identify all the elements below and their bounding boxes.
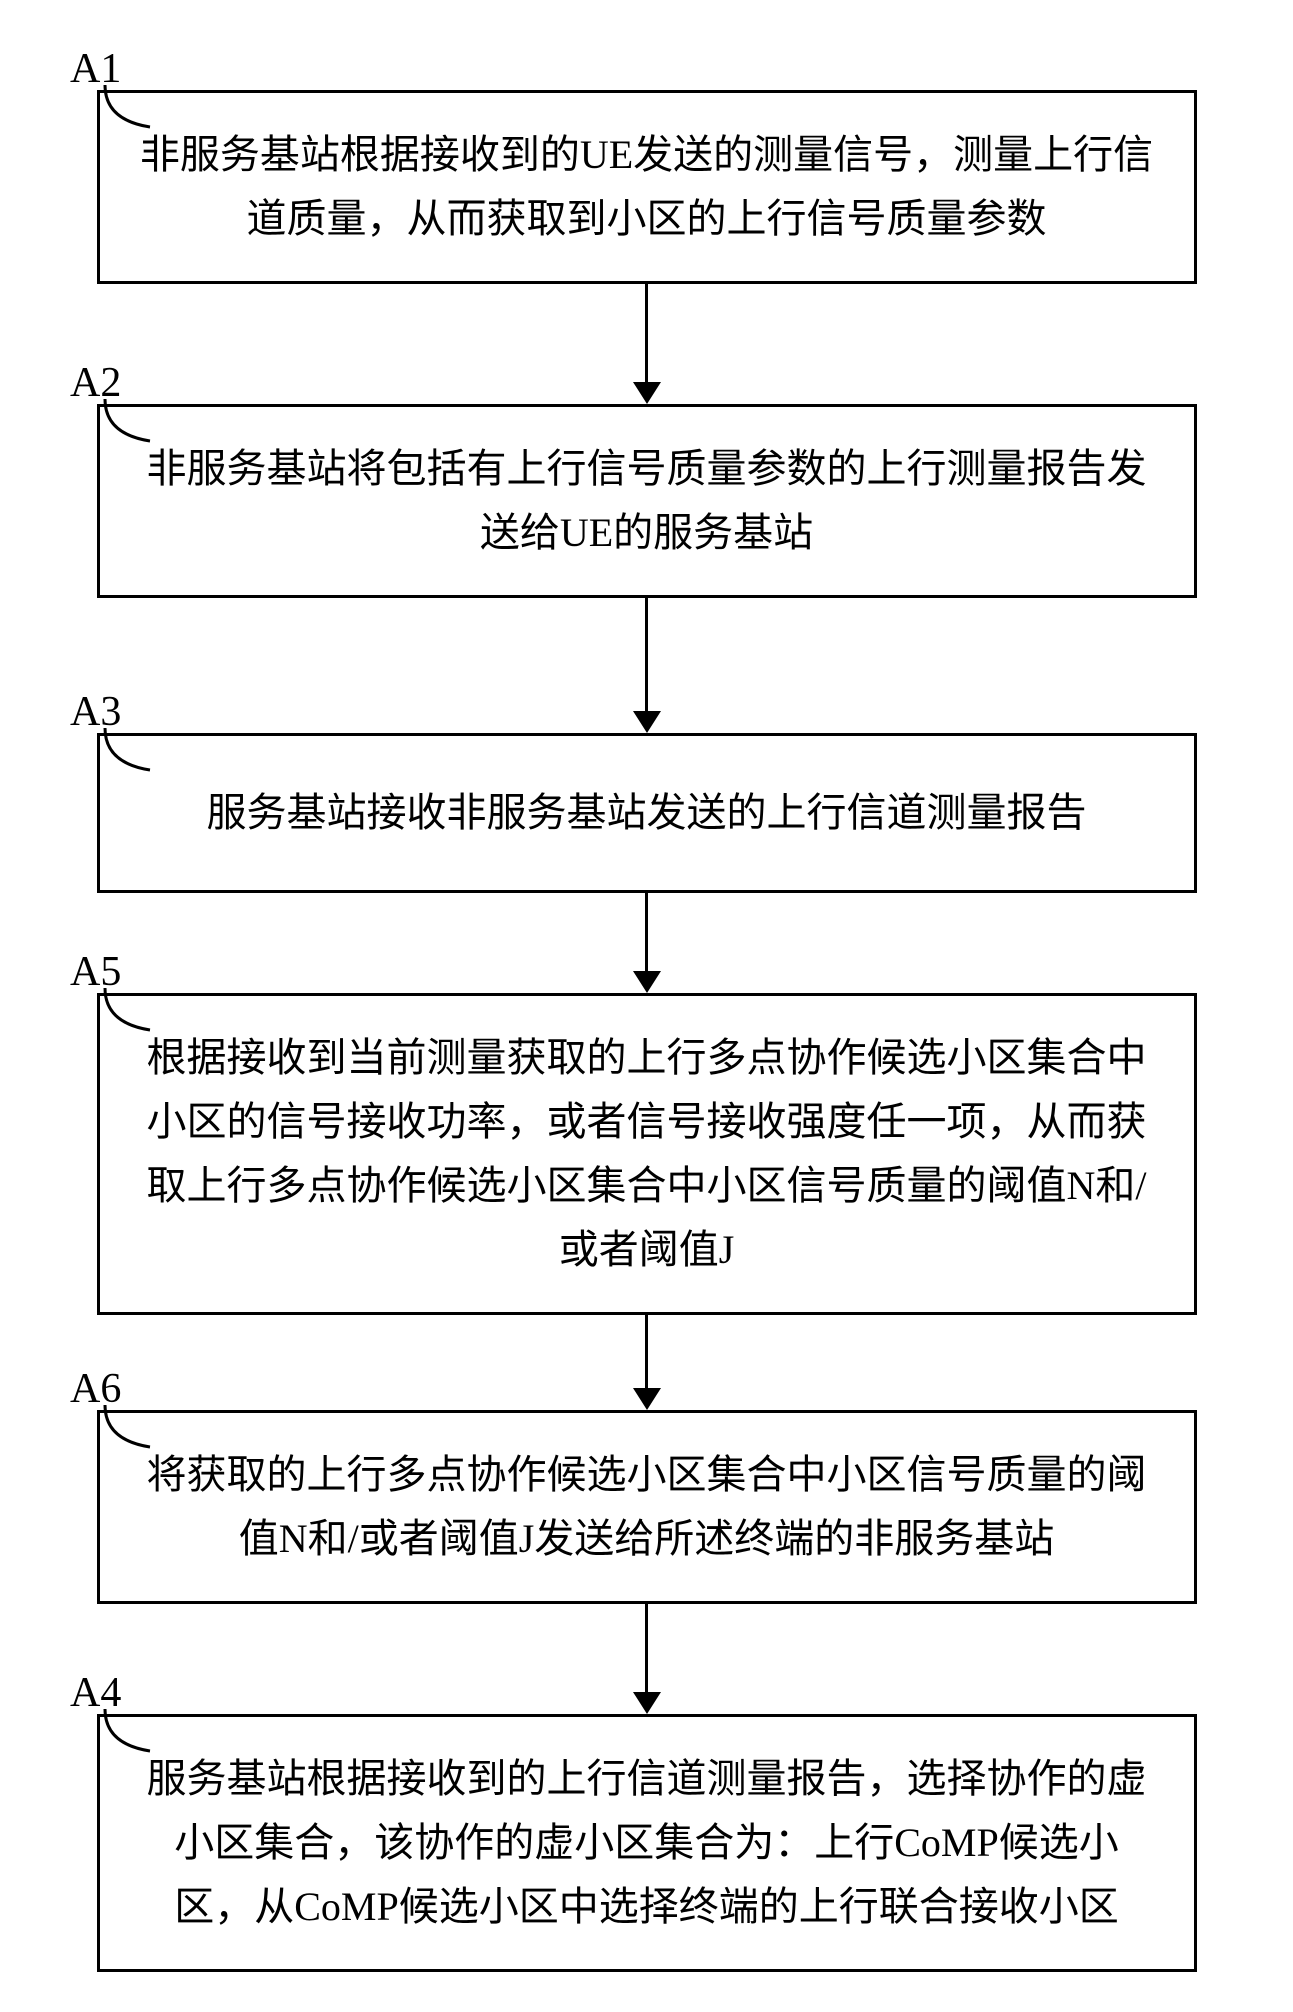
step-box: 非服务基站根据接收到的UE发送的测量信号，测量上行信道质量，从而获取到小区的上行… — [97, 90, 1197, 284]
step-a5: A5 根据接收到当前测量获取的上行多点协作候选小区集合中小区的信号接收功率，或者… — [50, 993, 1243, 1315]
step-a1: A1 非服务基站根据接收到的UE发送的测量信号，测量上行信道质量，从而获取到小区… — [50, 90, 1243, 284]
arrow-down-icon — [633, 1692, 661, 1714]
step-a6: A6 将获取的上行多点协作候选小区集合中小区信号质量的阈值N和/或者阈值J发送给… — [50, 1410, 1243, 1604]
flowchart-container: A1 非服务基站根据接收到的UE发送的测量信号，测量上行信道质量，从而获取到小区… — [50, 40, 1243, 1972]
step-box: 服务基站根据接收到的上行信道测量报告，选择协作的虚小区集合，该协作的虚小区集合为… — [97, 1714, 1197, 1972]
label-connector-icon — [85, 85, 185, 135]
step-box: 服务基站接收非服务基站发送的上行信道测量报告 — [97, 733, 1197, 893]
arrow-down-icon — [633, 971, 661, 993]
step-box: 根据接收到当前测量获取的上行多点协作候选小区集合中小区的信号接收功率，或者信号接… — [97, 993, 1197, 1315]
step-a4: A4 服务基站根据接收到的上行信道测量报告，选择协作的虚小区集合，该协作的虚小区… — [50, 1714, 1243, 1972]
label-connector-icon — [85, 399, 185, 449]
label-connector-icon — [85, 988, 185, 1038]
arrow-down-icon — [633, 711, 661, 733]
arrow — [633, 1315, 661, 1410]
step-a3: A3 服务基站接收非服务基站发送的上行信道测量报告 — [50, 733, 1243, 893]
label-connector-icon — [85, 728, 185, 778]
step-box: 将获取的上行多点协作候选小区集合中小区信号质量的阈值N和/或者阈值J发送给所述终… — [97, 1410, 1197, 1604]
arrow — [633, 893, 661, 993]
arrow-down-icon — [633, 382, 661, 404]
arrow — [633, 284, 661, 404]
label-connector-icon — [85, 1709, 185, 1759]
arrow — [633, 598, 661, 733]
arrow-down-icon — [633, 1388, 661, 1410]
arrow — [633, 1604, 661, 1714]
label-connector-icon — [85, 1405, 185, 1455]
step-box: 非服务基站将包括有上行信号质量参数的上行测量报告发送给UE的服务基站 — [97, 404, 1197, 598]
step-a2: A2 非服务基站将包括有上行信号质量参数的上行测量报告发送给UE的服务基站 — [50, 404, 1243, 598]
